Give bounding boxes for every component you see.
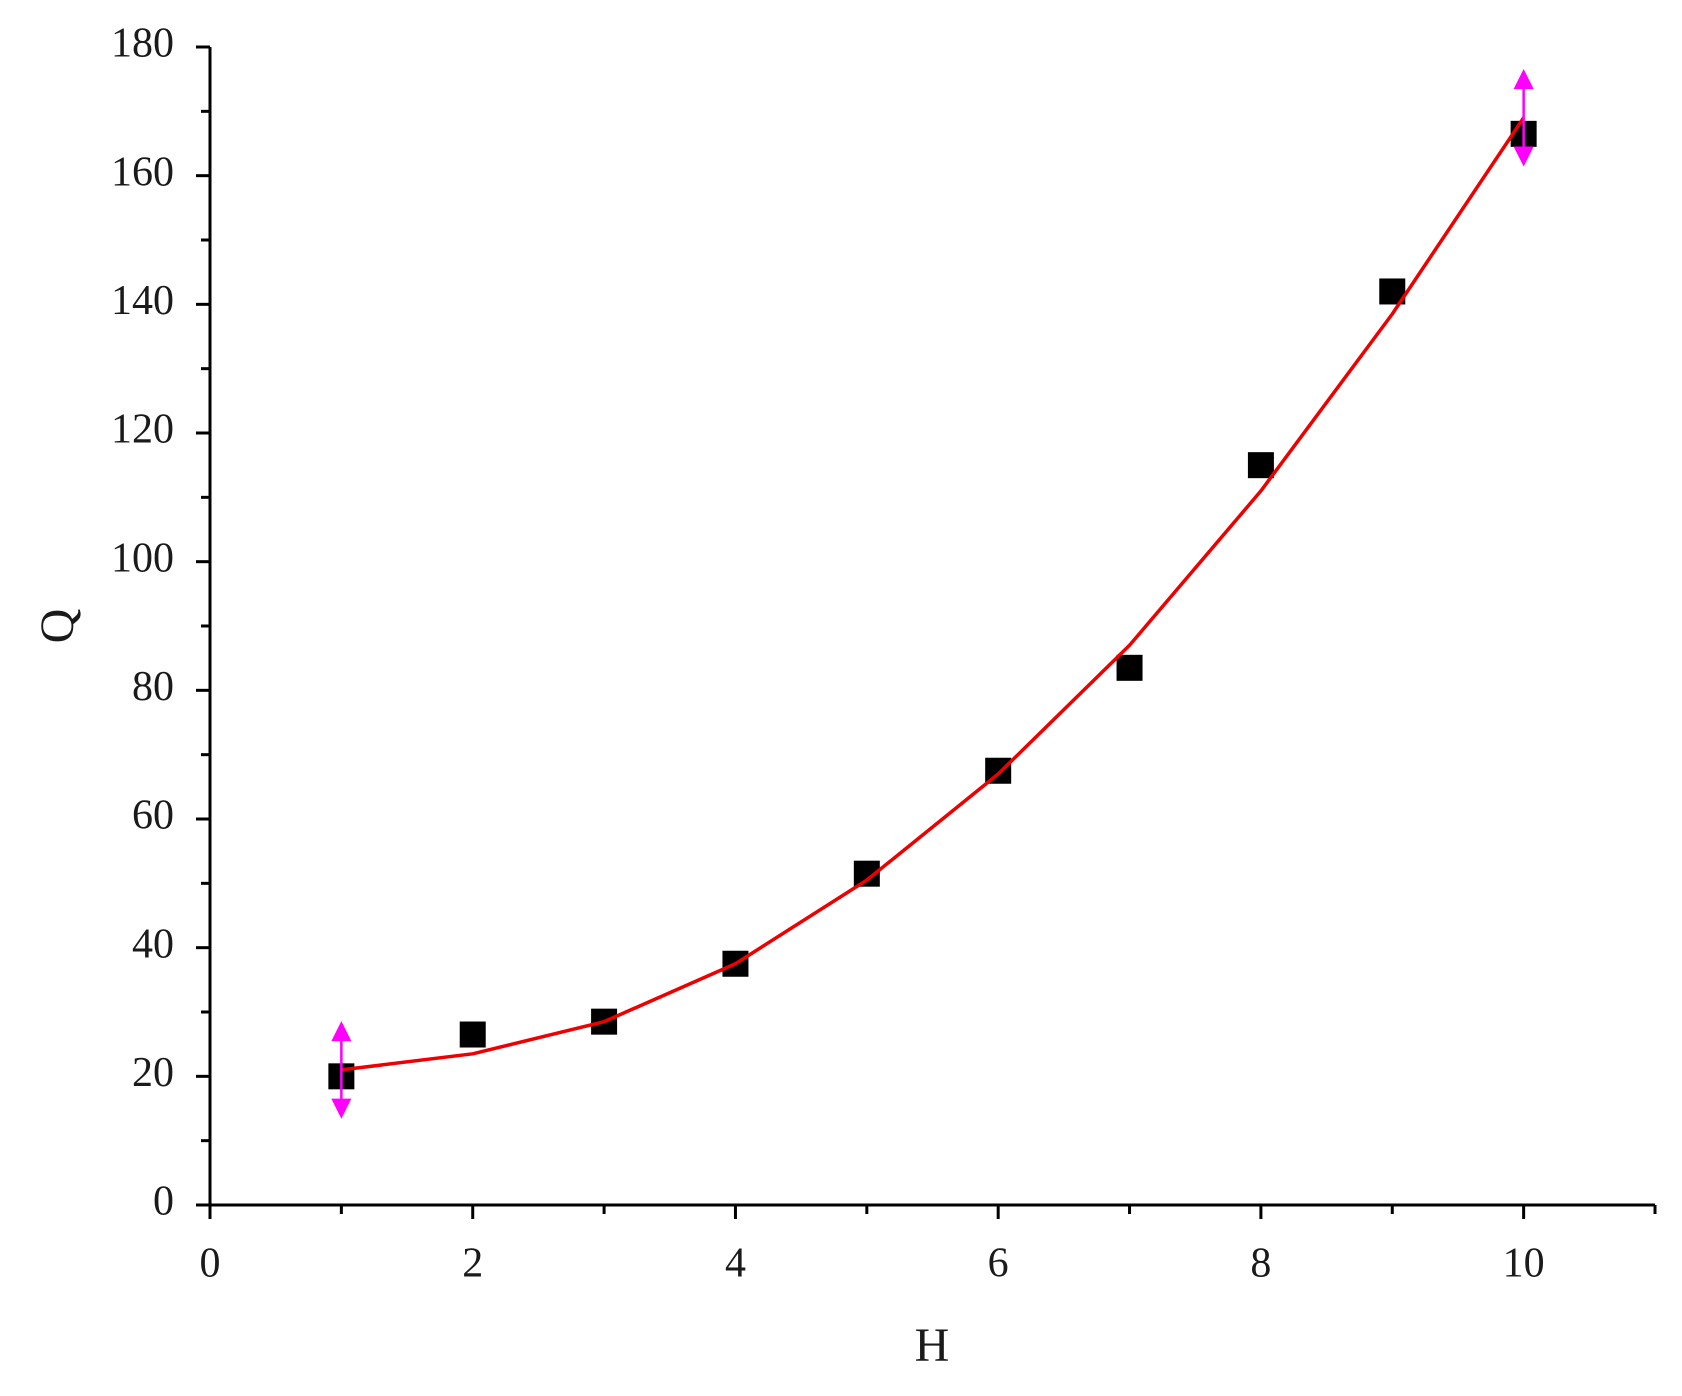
y-tick-label: 40 [132,921,174,967]
x-tick-label: 2 [462,1241,483,1287]
handle [331,1021,352,1119]
x-tick-label: 0 [200,1241,221,1287]
fit-curve [341,116,1526,1072]
x-tick-label: 4 [725,1241,746,1287]
x-axis-label: H [915,1319,950,1372]
handle [1513,68,1534,167]
x-tick-label: 10 [1503,1241,1545,1287]
data-point [1116,654,1143,681]
x-tick-label: 6 [988,1241,1009,1287]
data-point [459,1021,486,1048]
y-tick-label: 60 [132,793,174,839]
y-axis-label: Q [31,609,84,644]
y-tick-label: 80 [132,664,174,710]
y-tick-label: 20 [132,1050,174,1096]
y-tick-label: 140 [111,278,174,324]
y-tick-label: 180 [111,21,174,67]
x-tick-label: 8 [1250,1241,1271,1287]
data-point [1247,452,1274,479]
y-tick-label: 120 [111,407,174,453]
y-tick-label: 100 [111,535,174,581]
y-tick-label: 0 [153,1179,174,1225]
y-tick-label: 160 [111,149,174,195]
